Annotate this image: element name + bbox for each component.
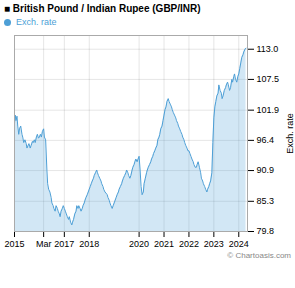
svg-text:2020: 2020 (129, 239, 149, 249)
svg-text:2017: 2017 (54, 239, 74, 249)
svg-text:90.9: 90.9 (257, 165, 275, 175)
svg-text:2021: 2021 (154, 239, 174, 249)
svg-text:85.3: 85.3 (257, 196, 275, 206)
svg-text:79.8: 79.8 (257, 226, 275, 236)
svg-text:2024: 2024 (229, 239, 249, 249)
svg-text:101.9: 101.9 (257, 105, 280, 115)
html-text:■ British Pound / Indian Rupee: ■ British Pound / Indian Rupee (GBP/INR) (4, 3, 201, 14)
svg-text:2022: 2022 (179, 239, 199, 249)
html-text:© Chartoasis.com: © Chartoasis.com (227, 251, 291, 260)
svg-text:2018: 2018 (79, 239, 99, 249)
svg-text:107.5: 107.5 (257, 74, 280, 84)
svg-text:Exch. rate: Exch. rate (285, 113, 295, 154)
html-text:Exch. rate: Exch. rate (16, 17, 57, 27)
svg-text:113.0: 113.0 (257, 44, 279, 54)
svg-text:2015: 2015 (4, 239, 24, 249)
svg-text:Mar: Mar (36, 239, 52, 249)
svg-text:96.4: 96.4 (257, 135, 275, 145)
svg-text:2023: 2023 (204, 239, 224, 249)
